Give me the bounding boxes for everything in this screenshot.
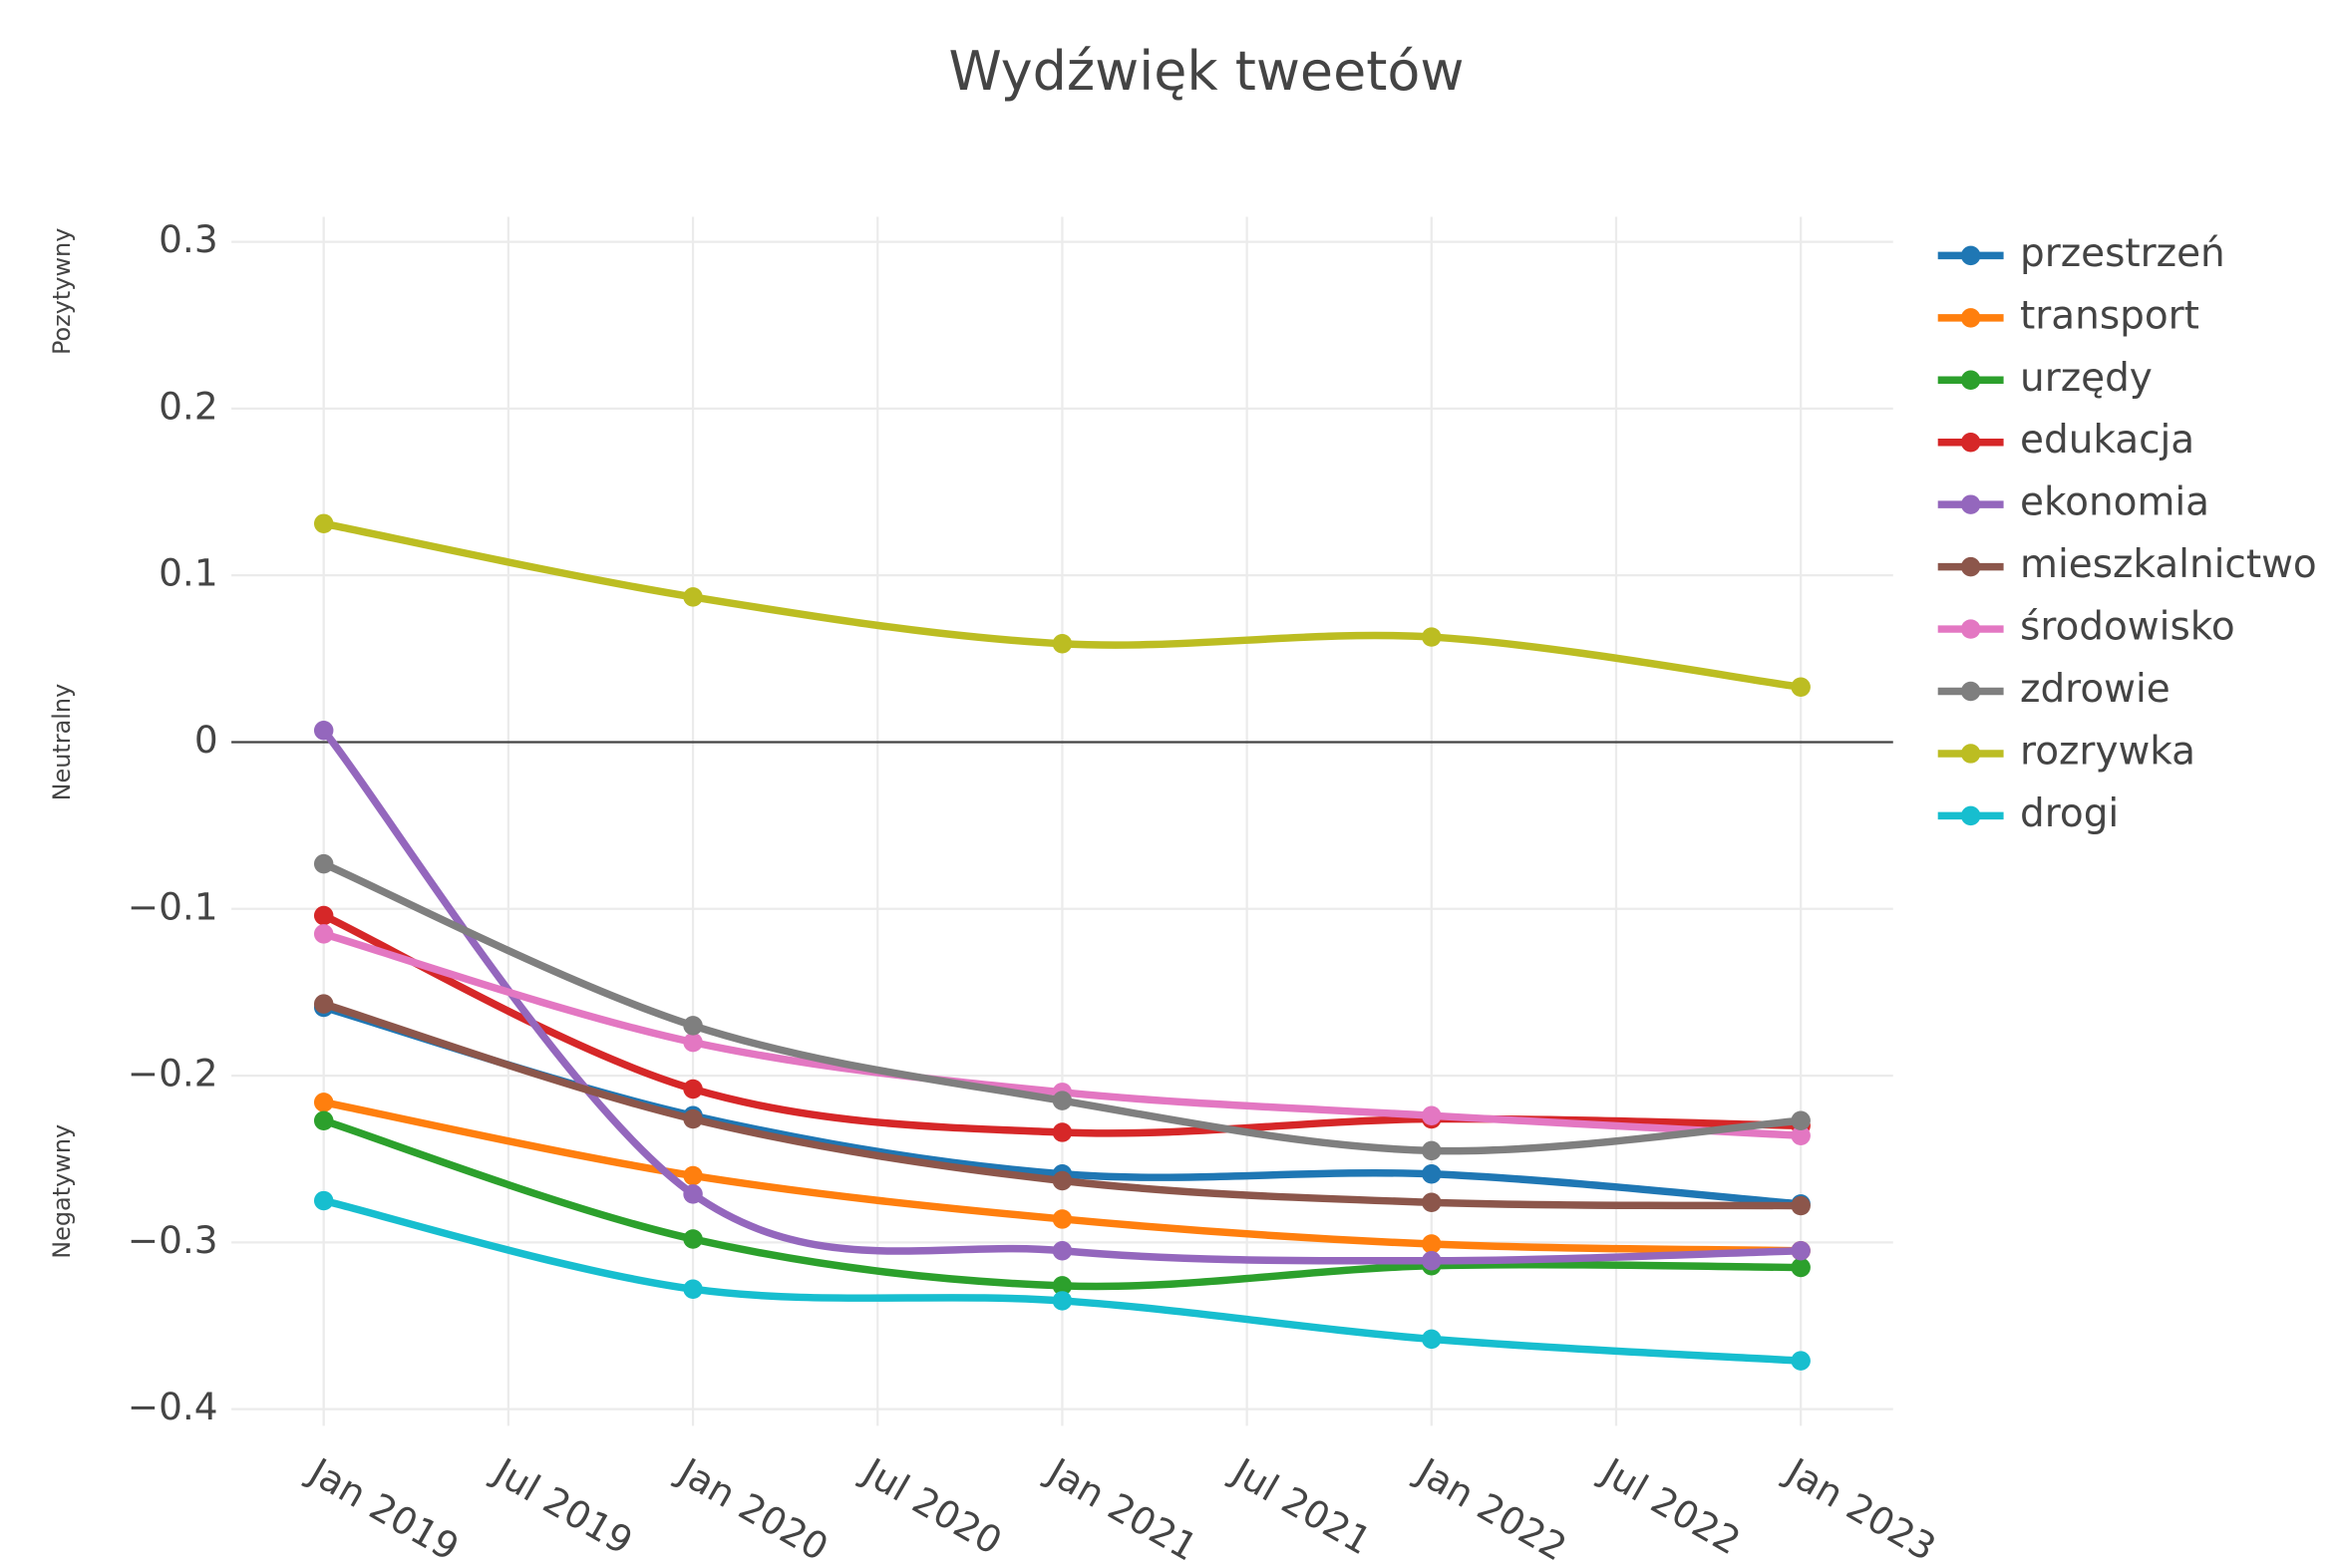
x-tick-label: Jan 2022 bbox=[1408, 1448, 1573, 1568]
data-point bbox=[313, 905, 334, 926]
data-point bbox=[1422, 1192, 1442, 1212]
axis-annotation: Neutralny bbox=[48, 684, 76, 801]
legend-marker bbox=[1960, 619, 1981, 639]
data-point bbox=[1422, 1164, 1442, 1184]
data-point bbox=[1052, 1276, 1073, 1296]
legend-label: edukacja bbox=[2020, 418, 2194, 463]
legend-marker bbox=[1960, 805, 1981, 826]
y-tick-label: −0.2 bbox=[128, 1052, 218, 1096]
data-point bbox=[1052, 1170, 1073, 1191]
legend-marker bbox=[1960, 245, 1981, 266]
x-tick-label: Jan 2020 bbox=[670, 1448, 836, 1568]
legend-label: zdrowie bbox=[2020, 667, 2171, 712]
legend-marker bbox=[1960, 494, 1981, 514]
x-tick-label: Jul 2019 bbox=[485, 1448, 640, 1563]
data-point bbox=[683, 1229, 703, 1249]
x-tick-label: Jul 2022 bbox=[1593, 1448, 1749, 1563]
legend-label: środowisko bbox=[2020, 605, 2235, 650]
data-point bbox=[1422, 1329, 1442, 1350]
x-tick-label: Jul 2020 bbox=[854, 1448, 1010, 1563]
legend-label: drogi bbox=[2020, 791, 2119, 836]
data-point bbox=[1422, 627, 1442, 647]
series-line bbox=[320, 728, 1802, 1265]
y-tick-label: 0 bbox=[194, 718, 218, 762]
data-point bbox=[1052, 1241, 1073, 1261]
data-point bbox=[313, 513, 334, 534]
data-point bbox=[683, 587, 703, 607]
legend-label: urzędy bbox=[2020, 356, 2153, 401]
legend-marker bbox=[1960, 744, 1981, 764]
data-point bbox=[1791, 1110, 1811, 1130]
data-point bbox=[313, 1190, 334, 1211]
y-tick-label: −0.4 bbox=[128, 1385, 218, 1428]
data-point bbox=[683, 1279, 703, 1299]
x-tick-label: Jan 2021 bbox=[1039, 1448, 1204, 1568]
data-point bbox=[313, 1093, 334, 1112]
data-point bbox=[1422, 1140, 1442, 1161]
data-point bbox=[1052, 634, 1073, 654]
legend-marker bbox=[1960, 433, 1981, 453]
data-point bbox=[1052, 1291, 1073, 1311]
x-tick-label: Jan 2023 bbox=[1778, 1448, 1943, 1568]
x-tick-label: Jul 2021 bbox=[1223, 1448, 1379, 1563]
axis-annotation: Negatywny bbox=[48, 1124, 76, 1259]
data-point bbox=[1791, 677, 1811, 697]
x-tick-label: Jan 2019 bbox=[300, 1448, 466, 1568]
y-tick-label: −0.3 bbox=[128, 1218, 218, 1262]
data-point bbox=[313, 1110, 334, 1130]
data-point bbox=[1052, 1122, 1073, 1142]
data-point bbox=[1791, 1257, 1811, 1278]
legend-label: rozrywka bbox=[2020, 729, 2195, 774]
chart-title: Wydźwięk tweetów bbox=[948, 40, 1464, 103]
data-point bbox=[1422, 1105, 1442, 1125]
legend-marker bbox=[1960, 370, 1981, 391]
legend-label: mieszkalnictwo bbox=[2020, 542, 2317, 587]
data-point bbox=[313, 721, 334, 741]
data-point bbox=[683, 1016, 703, 1036]
data-point bbox=[1791, 1195, 1811, 1216]
data-point bbox=[1052, 1091, 1073, 1110]
data-point bbox=[1791, 1125, 1811, 1146]
data-point bbox=[1052, 1209, 1073, 1229]
y-tick-label: 0.1 bbox=[159, 551, 218, 595]
data-point bbox=[313, 994, 334, 1014]
y-tick-label: −0.1 bbox=[128, 884, 218, 928]
data-point bbox=[1791, 1351, 1811, 1371]
data-point bbox=[683, 1032, 703, 1053]
legend-label: przestrzeń bbox=[2020, 231, 2225, 276]
y-tick-label: 0.3 bbox=[159, 217, 218, 261]
data-point bbox=[1791, 1241, 1811, 1261]
axis-annotation: Pozytywny bbox=[48, 228, 76, 355]
data-point bbox=[313, 924, 334, 944]
data-point bbox=[1422, 1234, 1442, 1254]
data-point bbox=[313, 853, 334, 874]
data-point bbox=[683, 1165, 703, 1186]
data-point bbox=[1422, 1251, 1442, 1271]
legend-marker bbox=[1960, 308, 1981, 328]
data-point bbox=[683, 1184, 703, 1204]
legend-label: transport bbox=[2020, 293, 2199, 338]
data-point bbox=[683, 1079, 703, 1099]
data-point bbox=[683, 1108, 703, 1129]
legend-marker bbox=[1960, 681, 1981, 702]
legend-label: ekonomia bbox=[2020, 480, 2209, 525]
legend-marker bbox=[1960, 556, 1981, 577]
y-tick-label: 0.2 bbox=[159, 384, 218, 428]
